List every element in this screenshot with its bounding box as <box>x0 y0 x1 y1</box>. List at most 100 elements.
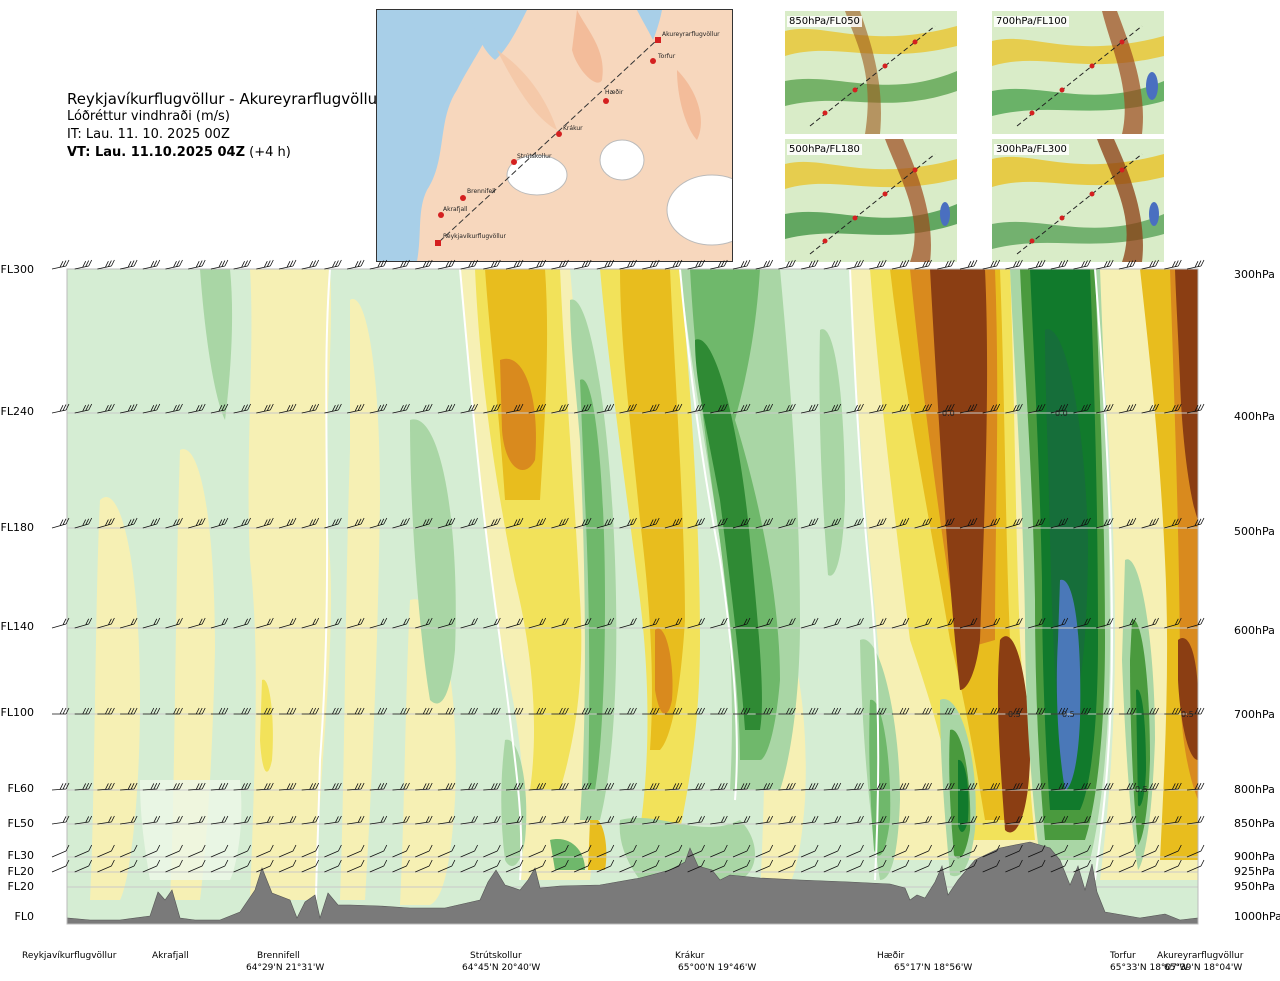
wind-barb <box>1028 707 1046 715</box>
thumbnail-300[interactable]: 300hPa/FL300 <box>992 139 1164 262</box>
fl-label: FL30 <box>7 849 34 862</box>
wind-barb <box>1073 517 1091 529</box>
map-waypoint-marker <box>603 98 609 104</box>
wind-barb <box>846 707 864 715</box>
wind-barb <box>642 707 660 715</box>
wind-barb <box>914 859 932 873</box>
wind-barb <box>687 617 705 629</box>
wind-barb <box>347 403 365 414</box>
wind-barb <box>437 517 456 529</box>
wind-barb <box>1164 259 1182 270</box>
thumbnail-700[interactable]: 700hPa/FL100 <box>992 11 1164 134</box>
wind-barb <box>392 844 410 858</box>
wind-barb <box>528 517 547 529</box>
wind-barb <box>210 782 229 791</box>
wind-barb <box>415 844 433 858</box>
wind-barb <box>233 815 251 825</box>
wind-barbs <box>51 259 1205 873</box>
wind-barb <box>642 815 660 825</box>
map-waypoint-marker <box>460 195 466 201</box>
wind-barb <box>256 517 274 529</box>
wind-barb <box>891 859 910 873</box>
wind-barb <box>619 859 637 873</box>
wind-barb <box>142 707 161 715</box>
wind-barb <box>642 517 660 529</box>
wind-barb <box>51 844 70 858</box>
wind-barb <box>74 782 93 791</box>
wind-barb <box>1141 782 1159 791</box>
thumbnail-850[interactable]: 850hPa/FL050 <box>785 11 957 134</box>
wind-barb <box>596 859 615 873</box>
wind-barb <box>891 617 910 629</box>
wind-barb <box>1141 815 1159 825</box>
wind-barb <box>982 782 1001 791</box>
wind-barb <box>142 815 161 825</box>
wind-barb <box>778 707 796 715</box>
wind-barb <box>347 259 365 270</box>
wind-barb <box>551 403 569 414</box>
wind-barb <box>732 782 751 791</box>
waypoint-label: Akrafjall <box>152 951 189 961</box>
map-label-reykjavik: Reykjavíkurflugvöllur <box>443 233 506 240</box>
wind-barb <box>664 815 683 825</box>
wind-barb <box>937 844 955 858</box>
wind-barb <box>392 617 410 629</box>
wind-barb <box>278 782 297 791</box>
map-label-krakur: Krákur <box>563 125 583 132</box>
wind-barb <box>1050 517 1069 529</box>
wind-barb <box>165 617 183 629</box>
wind-barb <box>869 844 887 858</box>
wind-barb <box>210 403 229 414</box>
wind-barb <box>460 617 478 629</box>
wind-barb <box>869 517 887 529</box>
pressure-label: 400hPa <box>1234 410 1275 423</box>
pressure-label: 800hPa <box>1234 783 1275 796</box>
wind-barb <box>891 707 910 715</box>
wind-barb <box>165 403 183 414</box>
wind-barb <box>415 517 433 529</box>
wind-barb <box>846 617 864 629</box>
waypoint-label: Reykjavíkurflugvöllur <box>22 951 117 961</box>
wind-barb <box>1005 517 1023 529</box>
wind-barb <box>959 782 978 791</box>
wind-barb <box>460 403 478 414</box>
waypoint-label: Hæðir 65°17'N 18°56'W <box>877 951 973 973</box>
wind-barb <box>324 859 342 873</box>
wind-barb <box>846 517 864 529</box>
wind-barb <box>959 617 978 629</box>
wind-barb <box>959 403 978 414</box>
wind-barb <box>188 815 206 825</box>
wind-barb <box>1118 844 1137 858</box>
map-waypoint-marker <box>438 212 444 218</box>
wind-barb <box>800 859 819 873</box>
wind-barb <box>1118 517 1137 529</box>
wind-barb <box>392 259 410 270</box>
wind-barb <box>1073 707 1091 715</box>
wind-barb <box>505 517 524 529</box>
wind-barb <box>437 259 456 270</box>
map-label-akureyri: Akureyrarflugvöllur <box>662 31 720 38</box>
pressure-label: 700hPa <box>1234 708 1275 721</box>
wind-barb <box>891 259 910 270</box>
wind-barb <box>301 707 320 715</box>
wind-barb <box>869 617 887 629</box>
wind-barb <box>1118 859 1137 873</box>
wind-barb <box>1186 617 1205 629</box>
wind-barb <box>891 782 910 791</box>
wind-barb <box>596 844 615 858</box>
wind-barb <box>1118 403 1137 414</box>
wind-barb <box>1050 859 1069 873</box>
wind-barb <box>687 859 705 873</box>
thumbnail-500[interactable]: 500hPa/FL180 <box>785 139 957 262</box>
wind-barb <box>937 815 955 825</box>
fl-label: FL20 <box>7 865 34 878</box>
wind-barb <box>1164 617 1182 629</box>
map-waypoint-marker <box>511 159 517 165</box>
wind-barb <box>619 403 637 414</box>
wind-barb <box>528 707 547 715</box>
wind-barb <box>801 815 819 825</box>
wind-barb <box>937 707 955 715</box>
wind-barb <box>574 782 592 791</box>
wind-barb <box>1164 859 1182 873</box>
